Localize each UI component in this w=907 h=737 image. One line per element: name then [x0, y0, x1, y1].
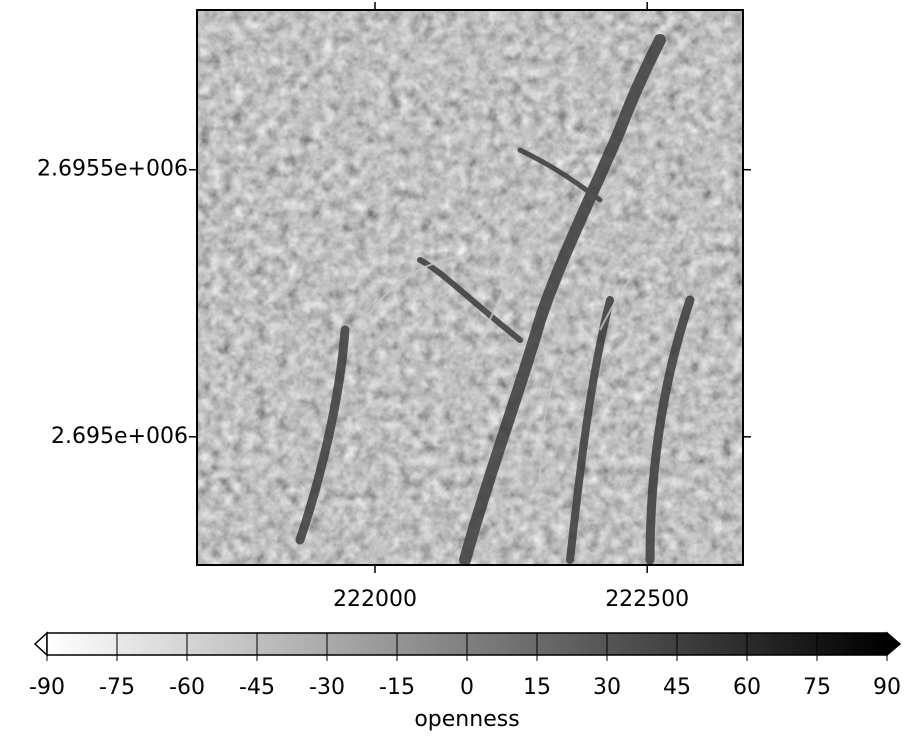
- colorbar-label: openness: [414, 707, 519, 732]
- colorbar-tick-label: 60: [733, 675, 761, 700]
- y-tick-label: 2.6955e+006: [37, 157, 188, 182]
- colorbar-tick-label: 75: [803, 675, 831, 700]
- colorbar-tick-label: 45: [663, 675, 691, 700]
- map-frame: [196, 9, 744, 566]
- x-tick-label: 222500: [605, 587, 689, 612]
- colorbar-low-end: [33, 631, 48, 657]
- colorbar-tick-label: -45: [239, 675, 275, 700]
- colorbar-tick-label: 0: [460, 675, 474, 700]
- x-tick-label: 222000: [333, 587, 417, 612]
- map-raster: [197, 10, 743, 566]
- colorbar-tick-label: -30: [309, 675, 345, 700]
- colorbar-tick-label: -15: [379, 675, 415, 700]
- y-tick-label: 2.695e+006: [51, 424, 188, 449]
- colorbar-tick-label: -60: [169, 675, 205, 700]
- colorbar-tick-label: 30: [593, 675, 621, 700]
- colorbar-high-end: [886, 631, 902, 657]
- colorbar-tick-label: 90: [873, 675, 901, 700]
- colorbar-tick-label: 15: [523, 675, 551, 700]
- colorbar-tick-label: -75: [99, 675, 135, 700]
- colorbar-tick-label: -90: [29, 675, 65, 700]
